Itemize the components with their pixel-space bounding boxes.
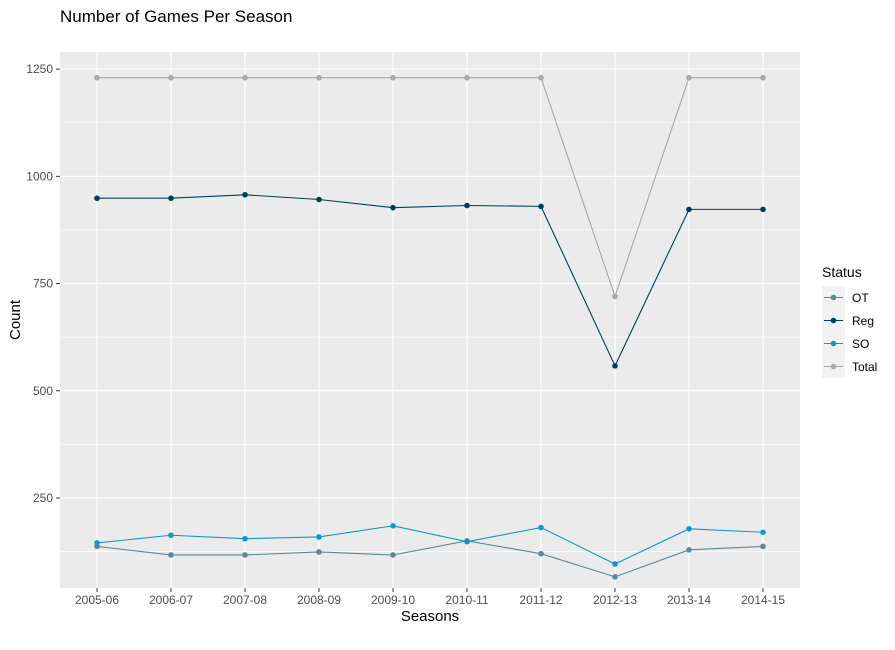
legend-swatch-point-total bbox=[830, 363, 837, 370]
data-point-reg bbox=[686, 206, 692, 213]
data-point-total bbox=[612, 293, 618, 300]
x-tick-label: 2012-13 bbox=[593, 593, 637, 607]
series-line-total bbox=[97, 77, 763, 299]
data-point-so bbox=[316, 534, 322, 540]
data-point-ot bbox=[686, 547, 692, 553]
data-point-so bbox=[390, 523, 396, 529]
data-point-total bbox=[464, 74, 470, 81]
data-point-reg bbox=[538, 203, 544, 210]
series-layer bbox=[94, 74, 766, 580]
data-point-so bbox=[464, 538, 470, 545]
y-tick-label: 250 bbox=[33, 491, 53, 505]
data-point-total bbox=[390, 74, 396, 81]
y-axis-title: Count bbox=[7, 299, 24, 340]
series-line-reg bbox=[97, 194, 763, 368]
data-point-so bbox=[94, 540, 100, 546]
data-point-reg bbox=[390, 204, 396, 211]
y-tick-label: 750 bbox=[33, 277, 53, 291]
data-point-total bbox=[94, 74, 100, 81]
data-point-ot bbox=[390, 552, 396, 558]
data-point-so bbox=[612, 561, 618, 567]
data-point-total bbox=[686, 74, 692, 81]
data-point-reg bbox=[242, 191, 248, 198]
y-tick-label: 1000 bbox=[26, 169, 53, 183]
x-axis: 2005-06 2006-07 2007-08 2008-09 2009-10 2010-… bbox=[75, 588, 785, 607]
legend-label-so: SO bbox=[852, 337, 869, 351]
data-point-ot bbox=[612, 574, 618, 580]
data-point-reg bbox=[760, 206, 766, 213]
x-tick-label: 2005-06 bbox=[75, 593, 119, 607]
data-point-so bbox=[686, 526, 692, 532]
legend-keys: OT Reg SO Total bbox=[822, 286, 877, 378]
x-tick-label: 2008-09 bbox=[297, 593, 341, 607]
x-tick-label: 2011-12 bbox=[519, 593, 562, 607]
x-tick-label: 2013-14 bbox=[667, 593, 711, 607]
data-point-reg bbox=[464, 202, 470, 209]
series-line-ot bbox=[96, 540, 764, 578]
y-tick-label: 1250 bbox=[26, 62, 53, 76]
legend-swatch-point-so bbox=[830, 340, 837, 347]
data-point-total bbox=[538, 74, 544, 81]
legend-swatch-point-reg bbox=[830, 317, 837, 324]
data-point-reg bbox=[316, 196, 322, 203]
data-point-ot bbox=[168, 552, 174, 558]
x-tick-label: 2010-11 bbox=[445, 593, 488, 607]
data-point-total bbox=[760, 74, 766, 81]
data-point-so bbox=[760, 529, 766, 536]
x-axis-title: Seasons bbox=[401, 608, 459, 625]
legend-title: Status bbox=[822, 264, 862, 280]
data-point-so bbox=[538, 524, 544, 531]
plot-panel bbox=[60, 52, 800, 588]
data-point-reg bbox=[168, 195, 174, 202]
x-tick-label: 2006-07 bbox=[149, 593, 193, 607]
x-tick-label: 2014-15 bbox=[741, 593, 785, 607]
y-tick-label: 500 bbox=[33, 384, 53, 398]
data-point-total bbox=[316, 74, 322, 81]
data-point-total bbox=[242, 74, 248, 81]
data-point-so bbox=[242, 535, 248, 542]
data-point-ot bbox=[316, 549, 322, 555]
data-point-ot bbox=[242, 552, 248, 558]
x-tick-label: 2009-10 bbox=[371, 593, 415, 607]
data-point-ot bbox=[760, 543, 766, 550]
minor-gridlines bbox=[60, 122, 800, 552]
series-line-so bbox=[96, 525, 764, 565]
chart-title: Number of Games Per Season bbox=[60, 7, 292, 26]
legend-label-reg: Reg bbox=[852, 314, 874, 328]
data-point-total bbox=[168, 74, 174, 81]
major-gridlines bbox=[60, 52, 800, 588]
legend-swatch-point-ot bbox=[830, 294, 837, 301]
data-point-reg bbox=[94, 195, 100, 202]
y-axis: 250 500 750 1000 1250 bbox=[26, 62, 60, 505]
x-tick-label: 2007-08 bbox=[223, 593, 267, 607]
legend: Status OT Reg SO Total bbox=[822, 264, 877, 378]
data-point-so bbox=[168, 532, 174, 539]
data-point-ot bbox=[538, 550, 544, 557]
legend-label-ot: OT bbox=[852, 291, 869, 305]
data-point-reg bbox=[612, 363, 618, 369]
legend-label-total: Total bbox=[852, 360, 877, 374]
